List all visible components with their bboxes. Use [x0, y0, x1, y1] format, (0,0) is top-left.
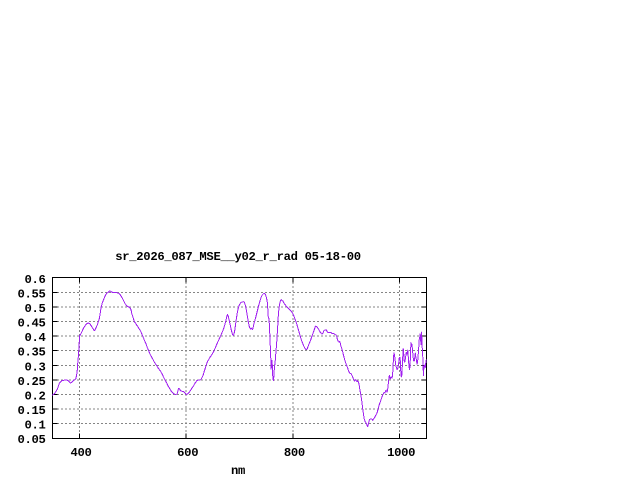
svg-text:0.2: 0.2 — [24, 390, 45, 404]
svg-text:1000: 1000 — [387, 446, 415, 460]
svg-text:0.25: 0.25 — [17, 375, 45, 389]
svg-text:400: 400 — [70, 446, 91, 460]
svg-text:0.05: 0.05 — [17, 433, 45, 447]
svg-text:0.6: 0.6 — [24, 273, 45, 287]
svg-text:sr_2026_087_MSE__y02_r_rad 05-: sr_2026_087_MSE__y02_r_rad 05-18-00 — [115, 250, 360, 264]
svg-text:0.4: 0.4 — [24, 331, 45, 345]
svg-text:0.1: 0.1 — [24, 419, 45, 433]
svg-text:0.5: 0.5 — [24, 302, 45, 316]
svg-text:0.15: 0.15 — [17, 404, 45, 418]
svg-text:0.35: 0.35 — [17, 346, 45, 360]
svg-text:800: 800 — [284, 446, 305, 460]
svg-text:600: 600 — [177, 446, 198, 460]
svg-text:0.45: 0.45 — [17, 317, 45, 331]
svg-text:0.3: 0.3 — [24, 360, 45, 374]
svg-text:nm: nm — [231, 464, 245, 478]
svg-text:0.55: 0.55 — [17, 287, 45, 301]
